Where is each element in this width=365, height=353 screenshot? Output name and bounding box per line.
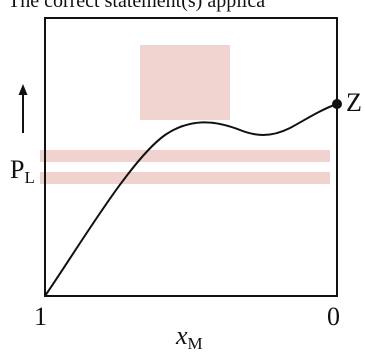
point-z-label: Z xyxy=(346,90,362,116)
point-z-marker xyxy=(332,99,342,109)
vapor-pressure-curve xyxy=(45,104,337,296)
y-axis-arrow xyxy=(19,84,28,133)
x-tick-right: 0 xyxy=(327,304,340,330)
x-axis-label: xM xyxy=(176,323,203,349)
y-axis-label: PL xyxy=(10,157,35,183)
watermark-logo xyxy=(40,45,330,184)
x-tick-left: 1 xyxy=(34,304,47,330)
